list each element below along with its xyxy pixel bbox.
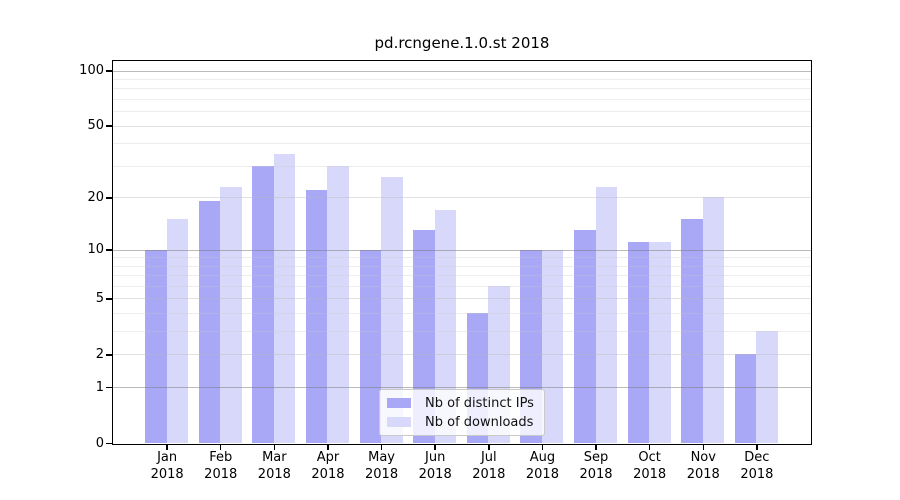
bar-nb-of-downloads-apr — [327, 165, 349, 443]
gridline-7 — [113, 275, 811, 277]
y-tick-label-5: 5 — [95, 290, 104, 306]
gridline-2 — [113, 354, 811, 356]
bar-nb-of-distinct-ips-jan — [145, 249, 167, 443]
y-tick-0 — [105, 442, 113, 445]
y-tick-label-1: 1 — [95, 379, 104, 395]
gridline-100 — [113, 70, 811, 72]
x-tick-may — [380, 445, 383, 450]
bar-nb-of-downloads-jun — [434, 209, 457, 443]
y-tick-label-20: 20 — [87, 189, 104, 205]
x-tick-apr — [327, 445, 329, 450]
gridline-40 — [113, 143, 811, 145]
y-tick-1 — [105, 386, 113, 389]
legend: Nb of distinct IPs Nb of downloads — [379, 389, 545, 436]
x-tick-label-jul: Jul 2018 — [472, 450, 506, 482]
gridline-9 — [113, 257, 811, 259]
x-tick-label-feb: Feb 2018 — [204, 450, 238, 482]
gridline-5 — [113, 298, 811, 300]
x-tick-sep — [595, 445, 597, 450]
gridline-3 — [113, 331, 811, 333]
y-tick-50 — [105, 125, 113, 127]
bar-nb-of-downloads-oct — [649, 242, 671, 443]
legend-label-downloads: Nb of downloads — [425, 414, 534, 430]
bar-nb-of-distinct-ips-may — [359, 249, 382, 443]
legend-item-downloads: Nb of downloads — [387, 415, 536, 430]
gridline-80 — [113, 88, 811, 90]
x-tick-oct — [648, 445, 651, 450]
gridline-8 — [113, 265, 811, 267]
x-tick-label-sep: Sep 2018 — [579, 450, 613, 482]
x-tick-label-jan: Jan 2018 — [150, 450, 184, 482]
bar-nb-of-downloads-sep — [595, 186, 617, 443]
bar-nb-of-distinct-ips-apr — [306, 189, 328, 443]
y-tick-label-50: 50 — [87, 118, 104, 134]
x-tick-label-dec: Dec 2018 — [740, 450, 774, 482]
bar-nb-of-downloads-jan — [166, 219, 189, 443]
gridline-1 — [113, 387, 811, 389]
legend-swatch-downloads — [387, 417, 411, 427]
gridline-60 — [113, 111, 811, 113]
y-tick-20 — [105, 197, 113, 199]
x-tick-label-oct: Oct 2018 — [633, 450, 667, 482]
bar-nb-of-downloads-aug — [541, 249, 564, 443]
legend-swatch-distinct-ips — [387, 398, 411, 408]
bar-nb-of-downloads-dec — [756, 331, 778, 443]
chart-title: pd.rcngene.1.0.st 2018 — [374, 34, 550, 52]
x-tick-label-may: May 2018 — [365, 450, 399, 482]
x-tick-mar — [273, 445, 276, 450]
bar-nb-of-downloads-may — [381, 177, 403, 443]
x-tick-dec — [756, 445, 758, 450]
gridline-20 — [113, 197, 811, 199]
x-tick-feb — [219, 445, 222, 450]
bar-nb-of-distinct-ips-nov — [681, 219, 703, 443]
bar-nb-of-distinct-ips-oct — [627, 242, 650, 443]
legend-item-distinct-ips: Nb of distinct IPs — [387, 396, 536, 411]
plot-area — [112, 60, 812, 445]
gridline-6 — [113, 285, 811, 287]
bar-nb-of-distinct-ips-feb — [198, 201, 221, 443]
x-tick-jan — [166, 445, 168, 450]
gridline-90 — [113, 79, 811, 80]
gridline-50 — [113, 125, 811, 127]
gridline-4 — [113, 313, 811, 315]
y-tick-100 — [105, 70, 113, 72]
bar-nb-of-distinct-ips-mar — [252, 165, 274, 443]
x-tick-jul — [488, 445, 490, 450]
x-tick-label-jun: Jun 2018 — [418, 450, 452, 482]
y-tick-10 — [105, 249, 113, 251]
x-tick-label-mar: Mar 2018 — [257, 450, 291, 482]
y-tick-label-10: 10 — [87, 242, 104, 257]
x-tick-nov — [702, 445, 705, 450]
bar-nb-of-downloads-nov — [702, 197, 725, 443]
bar-nb-of-downloads-mar — [273, 153, 296, 443]
legend-label-distinct-ips: Nb of distinct IPs — [425, 395, 534, 411]
gridline-70 — [113, 99, 811, 101]
y-tick-5 — [105, 298, 113, 300]
y-tick-2 — [105, 354, 113, 356]
x-tick-label-nov: Nov 2018 — [686, 450, 720, 482]
y-tick-label-2: 2 — [95, 346, 104, 362]
y-tick-label-0: 0 — [95, 435, 104, 451]
bar-nb-of-downloads-feb — [220, 186, 242, 443]
bar-nb-of-distinct-ips-sep — [574, 230, 596, 443]
x-tick-aug — [541, 445, 544, 450]
x-tick-jun — [434, 445, 436, 450]
y-tick-label-100: 100 — [79, 63, 104, 79]
bar-nb-of-distinct-ips-dec — [734, 354, 757, 443]
gridline-10 — [113, 249, 811, 251]
x-tick-label-apr: Apr 2018 — [311, 450, 345, 482]
x-tick-label-aug: Aug 2018 — [525, 450, 559, 482]
gridline-30 — [113, 165, 811, 167]
